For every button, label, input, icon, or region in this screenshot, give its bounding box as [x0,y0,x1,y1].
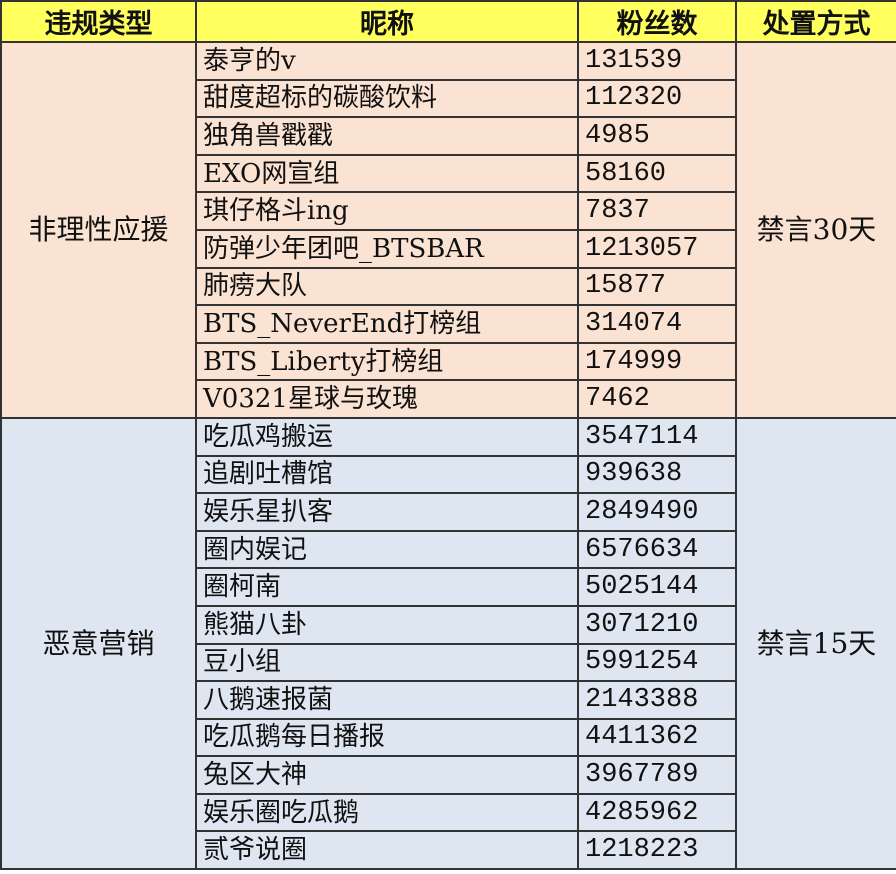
fans-cell: 314074 [577,304,737,344]
nickname-cell: BTS_NeverEnd打榜组 [195,304,579,344]
fans-cell: 5991254 [577,642,737,683]
nickname-cell: 防弹少年团吧_BTSBAR [195,228,579,269]
table-row: 甜度超标的碳酸饮料 112320 [1,78,896,119]
table-row: V0321星球与玫瑰 7462 [1,379,896,419]
table-row: 娱乐圈吃瓜鹅 4285962 [1,792,896,833]
table-row: 吃瓜鹅每日播报 4411362 [1,717,896,758]
violation-type-cell: 非理性应援 [0,41,197,419]
fans-cell: 2849490 [577,492,737,532]
fans-cell: 7462 [577,379,737,419]
table-body: 非理性应援 泰亨的v 131539 禁言30天 甜度超标的碳酸饮料 112320 独角兽戳戳… [0,41,896,871]
nickname-cell: 独角兽戳戳 [195,116,579,156]
table-row: 圈内娱记 6576634 [1,529,896,570]
nickname-cell: V0321星球与玫瑰 [195,379,579,419]
nickname-cell: 追剧吐槽馆 [195,454,579,495]
nickname-cell: 娱乐圈吃瓜鹅 [195,792,579,833]
nickname-cell: 琪仔格斗ing [195,191,579,231]
table-row: 圈柯南 5025144 [1,567,896,607]
nickname-cell: 娱乐星扒客 [195,492,579,532]
header-nickname: 昵称 [195,0,579,43]
nickname-cell: 八鹅速报菌 [195,680,579,720]
fans-cell: 58160 [577,153,737,194]
table-row: 八鹅速报菌 2143388 [1,680,896,720]
header-violation-type: 违规类型 [0,0,197,43]
fans-cell: 4285962 [577,792,737,833]
nickname-cell: 兔区大神 [195,755,579,795]
table-row: 琪仔格斗ing 7837 [1,191,896,231]
table-row: 熊猫八卦 3071210 [1,604,896,645]
table-row: 肺痨大队 15877 [1,266,896,307]
fans-cell: 3071210 [577,604,737,645]
fans-cell: 4411362 [577,717,737,758]
nickname-cell: 豆小组 [195,642,579,683]
fans-cell: 1213057 [577,228,737,269]
table-row: 豆小组 5991254 [1,642,896,683]
table-row: 娱乐星扒客 2849490 [1,492,896,532]
fans-cell: 7837 [577,191,737,231]
action-cell: 禁言30天 [735,41,896,419]
fans-cell: 15877 [577,266,737,307]
nickname-cell: 贰爷说圈 [195,830,579,871]
fans-cell: 5025144 [577,567,737,607]
header-row: 违规类型 昵称 粉丝数 处置方式 [0,0,896,43]
header-action: 处置方式 [735,0,896,43]
table-row: EXO网宣组 58160 [1,153,896,194]
fans-cell: 939638 [577,454,737,495]
nickname-cell: 吃瓜鸡搬运 [195,416,579,457]
fans-cell: 3967789 [577,755,737,795]
nickname-cell: BTS_Liberty打榜组 [195,341,579,382]
nickname-cell: 肺痨大队 [195,266,579,307]
table-row: 非理性应援 泰亨的v 131539 禁言30天 [0,41,896,419]
table-row: 追剧吐槽馆 939638 [1,454,896,495]
table-row: 防弹少年团吧_BTSBAR 1213057 [1,228,896,269]
nickname-cell: 熊猫八卦 [195,604,579,645]
fans-cell: 131539 [577,41,737,81]
table-row: BTS_NeverEnd打榜组 314074 [1,304,896,344]
nickname-cell: 甜度超标的碳酸饮料 [195,78,579,119]
fans-cell: 2143388 [577,680,737,720]
table-row: 贰爷说圈 1218223 [1,830,896,871]
table-row: 独角兽戳戳 4985 [1,116,896,156]
violation-type-cell: 恶意营销 [0,416,197,871]
fans-cell: 112320 [577,78,737,119]
fans-cell: 3547114 [577,416,737,457]
table-row: 兔区大神 3967789 [1,755,896,795]
table-row: 恶意营销 吃瓜鸡搬运 3547114 禁言15天 [0,416,896,871]
fans-cell: 174999 [577,341,737,382]
nickname-cell: 吃瓜鹅每日播报 [195,717,579,758]
header-fans: 粉丝数 [577,0,737,43]
fans-cell: 6576634 [577,529,737,570]
table-row: BTS_Liberty打榜组 174999 [1,341,896,382]
fans-cell: 4985 [577,116,737,156]
nickname-cell: 圈柯南 [195,567,579,607]
fans-cell: 1218223 [577,830,737,871]
nickname-cell: 圈内娱记 [195,529,579,570]
action-cell: 禁言15天 [735,416,896,871]
nickname-cell: 泰亨的v [195,41,579,81]
nickname-cell: EXO网宣组 [195,153,579,194]
